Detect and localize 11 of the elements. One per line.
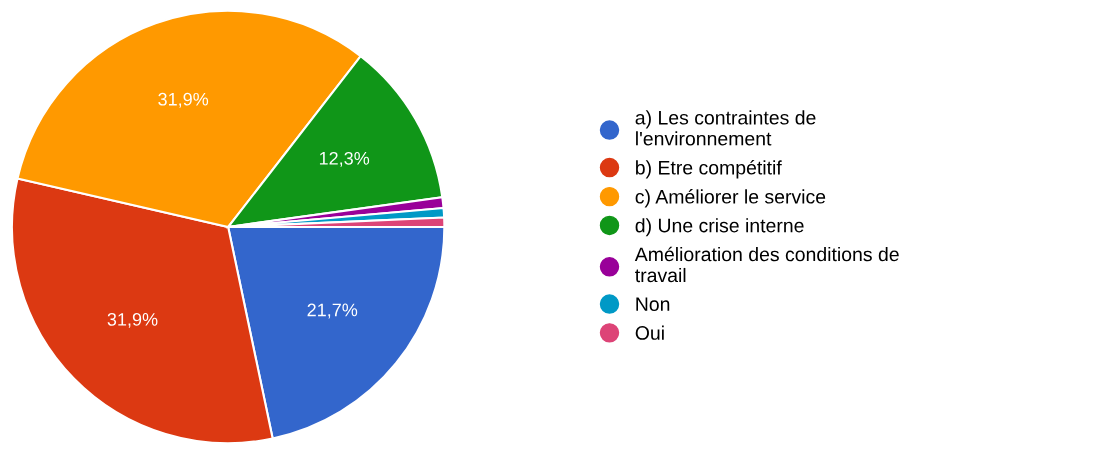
legend-label: Amélioration des conditions de travail: [634, 246, 899, 283]
legend-label: Oui: [635, 325, 664, 340]
legend-label: Non: [636, 297, 670, 312]
legend-label: d) Une crise interne: [635, 218, 804, 237]
data-label: 31,9%: [107, 312, 158, 328]
data-label: 31,9%: [158, 92, 209, 108]
legend-label: a) Les contraintes de l'environnement: [635, 110, 816, 146]
legend-label: b) Etre compétitif: [636, 160, 782, 179]
legend-label: c) Améliorer le service: [635, 189, 826, 208]
data-label: 12,3%: [319, 151, 370, 167]
data-label: 21,7%: [307, 303, 358, 319]
